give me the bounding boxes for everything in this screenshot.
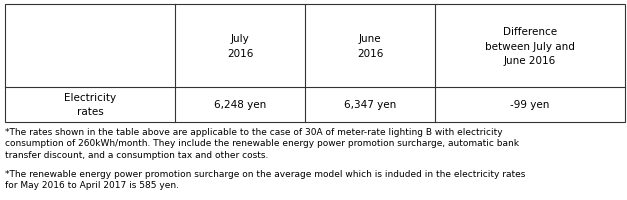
Text: June
2016: June 2016 — [357, 34, 383, 59]
Text: 6,248 yen: 6,248 yen — [214, 100, 266, 110]
Text: *The rates shown in the table above are applicable to the case of 30A of meter-r: *The rates shown in the table above are … — [5, 127, 519, 159]
Bar — [5, 5, 625, 122]
Text: Electricity
rates: Electricity rates — [64, 93, 116, 117]
Text: July
2016: July 2016 — [227, 34, 253, 59]
Text: Difference
between July and
June 2016: Difference between July and June 2016 — [485, 27, 575, 66]
Text: 6,347 yen: 6,347 yen — [344, 100, 396, 110]
Text: -99 yen: -99 yen — [510, 100, 550, 110]
Text: *The renewable energy power promotion surcharge on the average model which is in: *The renewable energy power promotion su… — [5, 169, 525, 190]
